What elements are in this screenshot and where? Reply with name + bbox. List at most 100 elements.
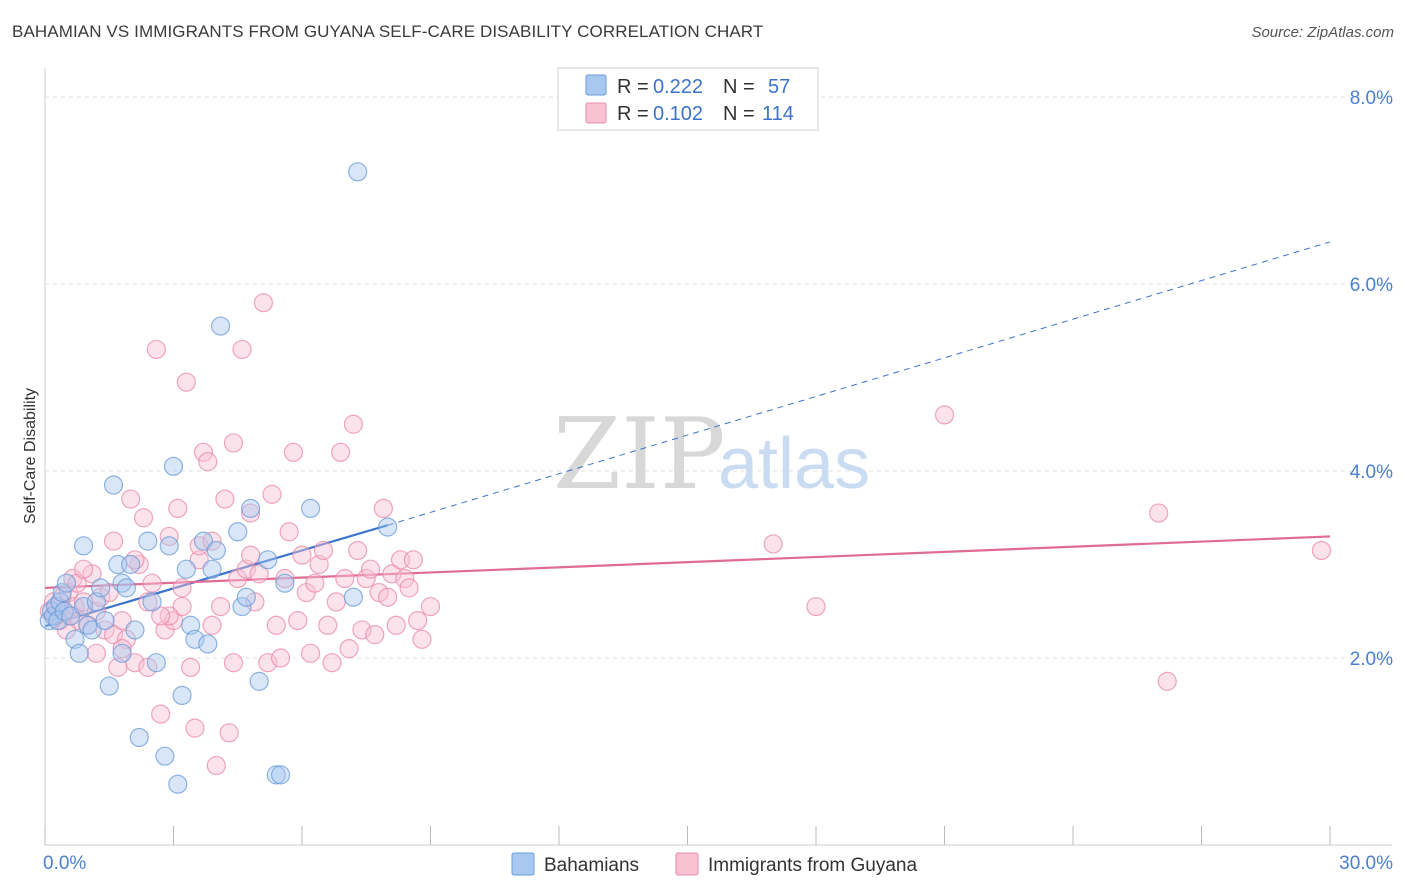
point-bahamians-6 <box>52 582 72 603</box>
axes <box>44 68 1392 846</box>
point-guyana-112 <box>1157 671 1177 691</box>
point-guyana-99 <box>138 592 158 612</box>
watermark: ZIP atlas <box>553 398 870 512</box>
point-guyana-71 <box>318 615 338 635</box>
point-guyana-31 <box>146 339 166 360</box>
point-guyana-40 <box>185 718 205 738</box>
legend-r-label-0: R = <box>617 76 649 98</box>
point-bahamians-41 <box>202 559 222 579</box>
point-guyana-32 <box>151 704 171 724</box>
point-bahamians-52 <box>275 573 295 593</box>
point-bahamians-54 <box>343 587 363 607</box>
point-guyana-102 <box>172 578 192 598</box>
point-bahamians-28 <box>138 531 158 551</box>
point-guyana-92 <box>408 610 428 631</box>
point-guyana-93 <box>412 629 432 649</box>
point-bahamians-39 <box>193 531 214 551</box>
point-bahamians-53 <box>300 498 321 518</box>
point-guyana-65 <box>292 545 312 565</box>
point-guyana-55 <box>249 564 269 584</box>
point-guyana-53 <box>241 503 261 523</box>
point-guyana-30 <box>142 573 162 593</box>
point-bahamians-43 <box>211 316 231 336</box>
point-bahamians-40 <box>198 634 218 654</box>
point-guyana-28 <box>133 508 154 528</box>
point-guyana-36 <box>168 498 188 518</box>
point-bahamians-29 <box>142 592 162 612</box>
point-guyana-98 <box>86 643 107 663</box>
point-guyana-77 <box>343 414 363 434</box>
point-bahamians-35 <box>172 685 192 706</box>
x-tick-label-0: 0.0% <box>43 853 86 874</box>
bottom-legend-swatch-guyana <box>675 852 699 876</box>
point-guyana-97 <box>223 433 244 453</box>
grid-lines <box>45 96 1392 659</box>
point-bahamians-31 <box>155 746 175 766</box>
point-bahamians-51 <box>270 765 291 785</box>
bottom-legend: Bahamians Immigrants from Guyana <box>511 852 917 876</box>
point-guyana-21 <box>103 625 124 645</box>
legend-n-label-0: N = <box>723 76 755 98</box>
point-bahamians-11 <box>69 643 89 663</box>
point-guyana-85 <box>378 587 398 607</box>
point-bahamians-13 <box>73 536 94 556</box>
legend-r-label-1: R = <box>617 103 649 125</box>
point-guyana-12 <box>67 573 87 593</box>
point-bahamians-18 <box>95 610 115 631</box>
point-guyana-79 <box>352 620 372 640</box>
point-guyana-44 <box>202 615 222 635</box>
point-guyana-82 <box>365 625 385 645</box>
point-guyana-68 <box>305 573 325 593</box>
bottom-legend-label-bahamians: Bahamians <box>544 855 639 876</box>
legend-n-value-0: 57 <box>768 76 790 98</box>
point-guyana-104 <box>241 545 261 565</box>
point-guyana-26 <box>125 653 145 673</box>
x-tick-labels: 0.0% 30.0% <box>43 853 1393 874</box>
point-guyana-110 <box>934 405 955 425</box>
point-guyana-70 <box>313 540 334 561</box>
point-bahamians-9 <box>61 606 81 626</box>
point-bahamians-56 <box>378 517 398 537</box>
legend-r-value-0: 0.222 <box>653 76 703 98</box>
point-guyana-60 <box>270 648 291 668</box>
point-guyana-81 <box>360 559 381 579</box>
point-guyana-39 <box>181 657 201 677</box>
source-label: Source: ZipAtlas.com <box>1251 24 1394 41</box>
bottom-legend-label-guyana: Immigrants from Guyana <box>708 855 917 876</box>
point-guyana-62 <box>279 522 299 542</box>
point-bahamians-19 <box>99 676 119 696</box>
point-guyana-111 <box>1149 503 1169 523</box>
bottom-legend-swatch-bahamians <box>511 852 535 876</box>
point-bahamians-47 <box>241 498 261 518</box>
point-bahamians-49 <box>258 550 278 570</box>
point-guyana-37 <box>172 596 192 617</box>
y-tick-label-0: 2.0% <box>1350 649 1393 670</box>
point-guyana-47 <box>215 489 235 509</box>
point-guyana-87 <box>386 615 406 635</box>
legend-swatch-bahamians <box>585 74 607 96</box>
point-guyana-38 <box>176 372 196 392</box>
point-guyana-80 <box>356 568 376 589</box>
x-tick-label-1: 30.0% <box>1339 853 1393 874</box>
point-bahamians-33 <box>163 456 184 476</box>
point-bahamians-48 <box>249 671 269 691</box>
point-guyana-72 <box>322 653 342 673</box>
point-bahamians-34 <box>168 774 188 794</box>
point-guyana-58 <box>262 484 282 504</box>
point-guyana-75 <box>335 568 355 589</box>
point-guyana-49 <box>223 653 244 673</box>
legend-swatch-guyana <box>585 102 607 124</box>
point-guyana-64 <box>288 610 308 631</box>
point-guyana-108 <box>763 534 783 554</box>
point-guyana-76 <box>339 639 359 659</box>
point-guyana-43 <box>198 452 218 472</box>
point-guyana-59 <box>266 615 286 635</box>
point-bahamians-23 <box>112 643 132 663</box>
point-bahamians-25 <box>121 554 141 575</box>
trend-line-extension-bahamians <box>387 241 1331 526</box>
legend-n-value-1: 114 <box>762 103 794 125</box>
point-bahamians-50 <box>266 765 286 785</box>
point-bahamians-42 <box>206 540 226 561</box>
y-tick-label-2: 6.0% <box>1350 275 1393 296</box>
